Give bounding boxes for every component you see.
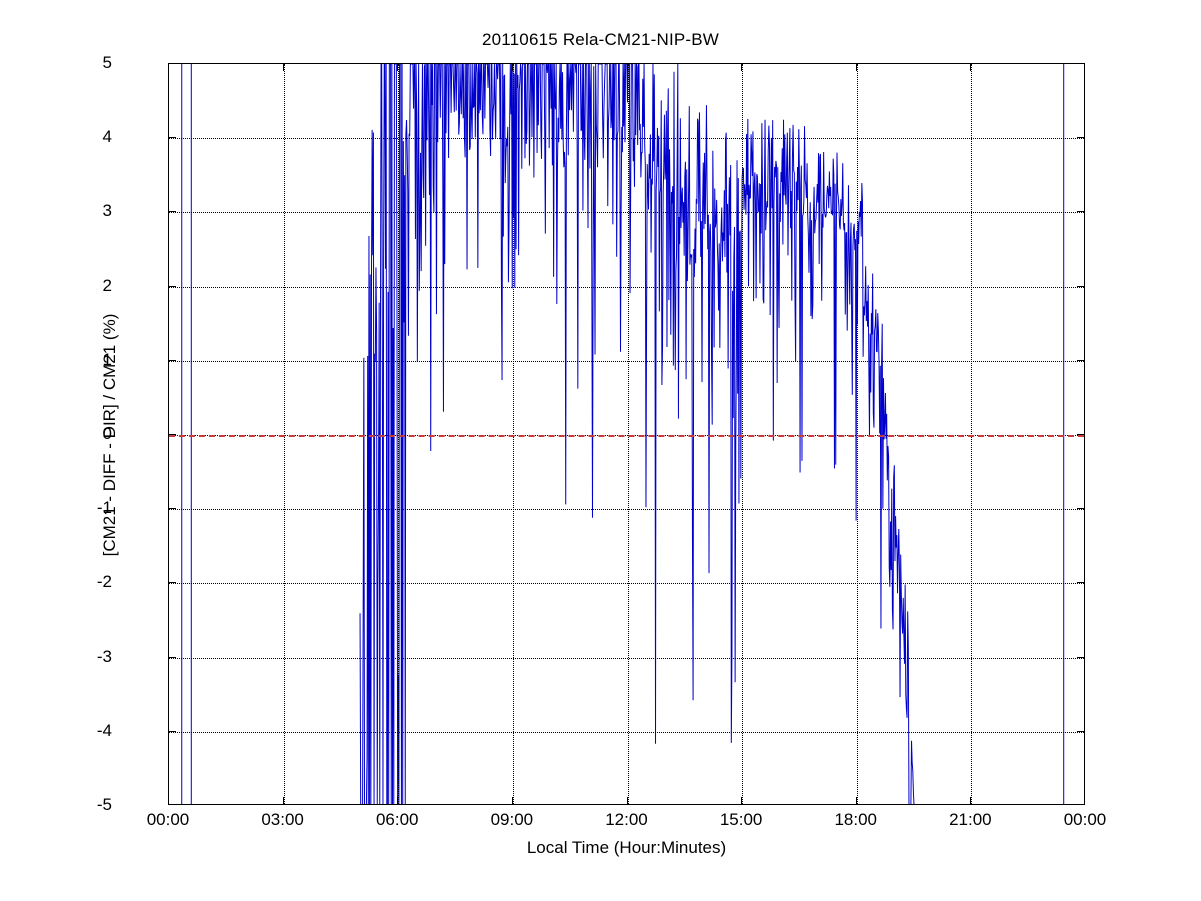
x-axis-tick-mark [282, 797, 284, 805]
y-axis-tick-label: -5 [96, 795, 112, 814]
chart-title: 20110615 Rela-CM21-NIP-BW [481, 30, 720, 49]
gridline-horizontal [169, 731, 1084, 733]
x-axis-tick-mark [397, 63, 399, 71]
plot-area [168, 63, 1085, 805]
gridline-vertical [627, 64, 629, 804]
x-axis-tick-mark [970, 797, 972, 805]
x-axis-tick-mark [855, 63, 857, 71]
y-axis-tick-mark [168, 730, 176, 732]
gridline-horizontal [169, 657, 1084, 659]
x-axis-tick-label: 00:00 [146, 810, 190, 829]
y-axis-tick-mark [1077, 285, 1085, 287]
x-axis-tick-label: 09:00 [490, 810, 534, 829]
gridline-horizontal [169, 583, 1084, 585]
y-axis-tick-mark [168, 137, 176, 139]
gridline-vertical [856, 64, 858, 804]
x-axis-label: Local Time (Hour:Minutes) [526, 838, 727, 857]
y-axis-tick-mark [168, 434, 176, 435]
y-axis-tick-label: -4 [96, 720, 112, 740]
x-axis-tick-mark [626, 797, 628, 805]
x-axis-tick-mark [970, 63, 972, 71]
x-axis-tick-mark [511, 63, 513, 71]
y-axis-tick-mark [1077, 211, 1085, 213]
gridline-vertical [283, 64, 285, 804]
y-axis-tick-label: 0 [102, 424, 112, 443]
data-line-path [360, 64, 915, 805]
y-axis-tick-label: 5 [102, 53, 112, 72]
x-axis-tick-mark [397, 797, 399, 805]
y-axis-tick-label: 3 [102, 201, 112, 221]
y-axis-tick-label: -2 [96, 572, 112, 592]
y-axis-tick-mark [168, 285, 176, 287]
x-axis-tick-mark [626, 63, 628, 71]
y-axis-tick-mark [168, 582, 176, 584]
y-axis-tick-label: -3 [96, 646, 112, 666]
gridline-vertical [971, 64, 973, 804]
x-axis-tick-label: 12:00 [605, 810, 648, 829]
y-axis-tick-mark [168, 211, 176, 213]
x-axis-tick-mark [741, 797, 743, 805]
y-axis-tick-mark [1077, 359, 1085, 361]
x-axis-tick-label: 18:00 [834, 810, 878, 829]
gridline-horizontal [169, 286, 1084, 288]
y-axis-tick-label: 2 [102, 275, 112, 295]
gridline-horizontal [169, 212, 1084, 214]
x-axis-tick-mark [741, 63, 743, 71]
gridline-vertical [398, 64, 400, 804]
x-axis-tick-label: 21:00 [949, 810, 992, 829]
y-axis-tick-mark [1077, 137, 1085, 139]
y-axis-tick-mark [1077, 434, 1085, 435]
zero-line [169, 435, 1084, 437]
y-axis-tick-mark [1077, 582, 1085, 584]
x-axis-tick-label: 15:00 [719, 810, 763, 829]
x-axis-tick-label: 06:00 [375, 810, 419, 829]
y-axis-tick-label: 1 [102, 349, 112, 369]
y-axis-tick-label: -1 [96, 498, 112, 518]
y-axis-tick-mark [1077, 656, 1085, 658]
x-axis-tick-mark [282, 63, 284, 71]
y-axis-tick-mark [168, 656, 176, 658]
gridline-horizontal [169, 360, 1084, 362]
x-axis-tick-mark [855, 797, 857, 805]
y-axis-tick-mark [1077, 730, 1085, 732]
x-axis-tick-mark [511, 797, 513, 805]
gridline-vertical [742, 64, 744, 804]
y-axis-tick-label: 4 [102, 127, 112, 147]
gridline-vertical [512, 64, 514, 804]
y-axis-tick-mark [168, 508, 176, 510]
x-axis-tick-label: 00:00 [1063, 810, 1107, 829]
gridline-horizontal [169, 138, 1084, 140]
gridline-horizontal [169, 509, 1084, 511]
y-axis-tick-mark [1077, 508, 1085, 510]
x-axis-tick-label: 03:00 [261, 810, 304, 829]
y-axis-tick-mark [168, 359, 176, 361]
